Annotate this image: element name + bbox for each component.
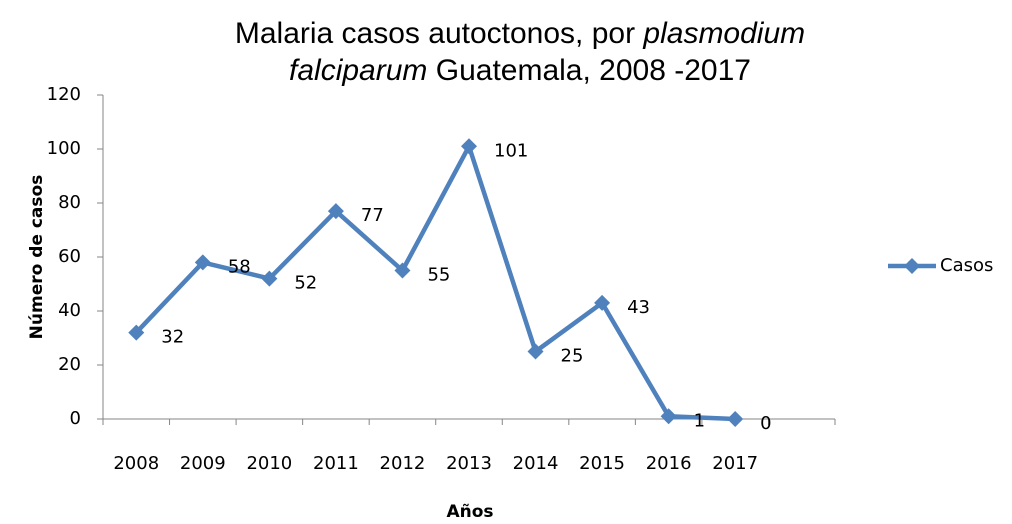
x-tick-label: 2009	[180, 453, 226, 474]
legend-marker	[904, 258, 920, 274]
x-tick-label: 2014	[513, 453, 559, 474]
point-marker	[727, 411, 744, 427]
point-marker	[660, 408, 677, 425]
x-tick-label: 2016	[646, 453, 692, 474]
data-label: 52	[294, 273, 317, 294]
point-marker	[527, 343, 544, 360]
data-label: 25	[561, 346, 584, 367]
data-label: 58	[228, 256, 251, 277]
data-label: 0	[760, 413, 771, 434]
point-marker	[327, 203, 344, 220]
point-marker	[194, 254, 211, 271]
y-tick-label: 120	[47, 84, 81, 105]
data-label: 101	[494, 140, 528, 161]
x-tick-label: 2012	[380, 453, 426, 474]
y-tick-label: 80	[58, 192, 81, 213]
y-tick-label: 0	[70, 408, 81, 429]
y-tick-label: 100	[47, 138, 81, 159]
chart-title: Malaria casos autoctonos, por plasmodium	[235, 17, 805, 50]
data-label: 43	[627, 297, 650, 318]
y-tick-label: 20	[58, 354, 81, 375]
x-tick-label: 2017	[712, 453, 758, 474]
x-tick-label: 2013	[446, 453, 492, 474]
data-label: 55	[427, 265, 450, 286]
y-axis-title: Número de casos	[27, 175, 47, 340]
title-part: plasmodium	[642, 17, 805, 50]
legend-label: Casos	[940, 255, 993, 276]
x-tick-label: 2011	[313, 453, 359, 474]
data-label: 32	[161, 327, 184, 348]
x-tick-label: 2010	[246, 453, 292, 474]
point-marker	[128, 324, 145, 341]
y-tick-label: 40	[58, 300, 81, 321]
point-marker	[394, 262, 411, 279]
series-line	[134, 144, 736, 422]
x-tick-label: 2008	[113, 453, 159, 474]
point-marker	[261, 270, 278, 287]
chart-title: falciparum Guatemala, 2008 -2017	[289, 54, 751, 87]
x-tick-label: 2015	[579, 453, 625, 474]
point-marker	[461, 138, 477, 155]
title-part: Guatemala, 2008 -2017	[427, 54, 751, 87]
data-label: 77	[361, 205, 384, 226]
x-axis-title: Años	[446, 502, 493, 522]
title-part: falciparum	[289, 54, 427, 87]
data-label: 1	[694, 410, 705, 431]
point-marker	[594, 294, 611, 311]
y-tick-label: 60	[58, 246, 81, 267]
title-part: Malaria casos autoctonos, por	[235, 17, 644, 50]
